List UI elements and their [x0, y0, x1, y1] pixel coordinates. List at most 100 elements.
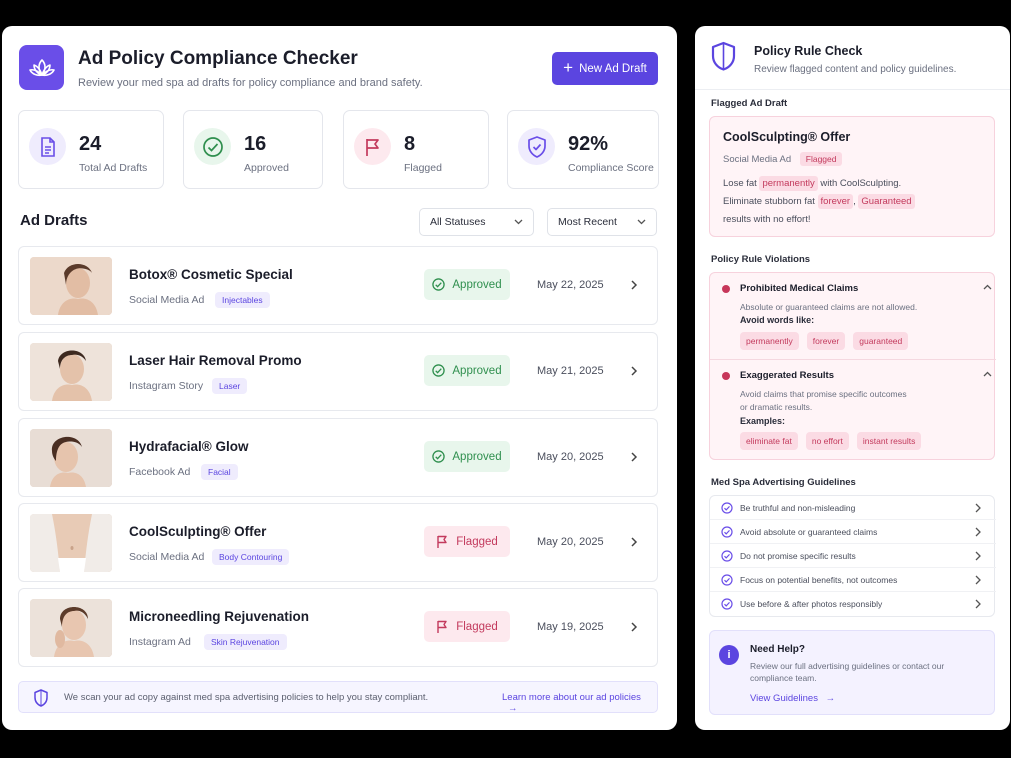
sort-select[interactable]: Most Recent: [547, 208, 657, 236]
status-filter-select[interactable]: All Statuses: [419, 208, 534, 236]
check-circle-icon: [432, 450, 446, 463]
ad-draft-type: Instagram Ad: [129, 636, 191, 648]
status-badge: Approved: [424, 441, 510, 472]
status-badge: Flagged: [424, 611, 510, 642]
help-desc: Review our full advertising guidelines o…: [750, 661, 945, 683]
ad-draft-row[interactable]: CoolSculpting® Offer Social Media Ad Bod…: [18, 503, 658, 582]
violation-item[interactable]: Exaggerated Results Avoid claims that pr…: [710, 360, 996, 460]
highlighted-term: permanently: [759, 176, 818, 191]
plus-icon: +: [563, 58, 574, 77]
stat-card-compliance[interactable]: 92% Compliance Score: [507, 110, 659, 189]
chevron-right-icon[interactable]: [627, 362, 641, 380]
status-badge-label: Approved: [452, 364, 502, 377]
chevron-right-icon[interactable]: [627, 618, 641, 636]
ad-draft-row[interactable]: Hydrafacial® Glow Facebook Ad Facial App…: [18, 418, 658, 497]
ad-draft-type: Social Media Ad: [129, 294, 205, 306]
violation-item[interactable]: Prohibited Medical Claims Absolute or gu…: [710, 273, 996, 360]
stat-card-approved[interactable]: 16 Approved: [183, 110, 323, 189]
ad-thumbnail: [30, 343, 112, 401]
violation-title: Exaggerated Results: [740, 370, 834, 381]
flagged-ad-type: Social Media Ad Flagged: [723, 152, 843, 166]
stat-card-total[interactable]: 24 Total Ad Drafts: [18, 110, 164, 189]
guideline-item[interactable]: Use before & after photos responsibly: [710, 592, 996, 616]
violations-heading: Policy Rule Violations: [711, 254, 811, 265]
flag-icon: [437, 535, 447, 548]
view-guidelines-link[interactable]: View Guidelines →: [750, 693, 835, 704]
arrow-right-icon: →: [825, 693, 836, 704]
status-badge: Approved: [424, 269, 510, 300]
category-tag: Facial: [201, 464, 238, 480]
category-tag: Skin Rejuvenation: [204, 634, 287, 650]
chevron-down-icon: [637, 219, 646, 225]
ad-draft-title: Microneedling Rejuvenation: [129, 609, 310, 624]
violation-chip: guaranteed: [853, 332, 909, 350]
check-circle-icon: [194, 128, 231, 165]
page-title: Ad Policy Compliance Checker: [78, 48, 358, 69]
check-circle-icon: [721, 502, 733, 514]
status-badge-label: Flagged: [456, 620, 498, 633]
ad-draft-row[interactable]: Laser Hair Removal Promo Instagram Story…: [18, 332, 658, 411]
stat-label: Total Ad Drafts: [79, 162, 148, 174]
new-ad-draft-button[interactable]: + New Ad Draft: [552, 52, 658, 85]
policy-info-text: We scan your ad copy against med spa adv…: [64, 692, 429, 703]
guideline-item[interactable]: Be truthful and non-misleading: [710, 496, 996, 520]
chevron-right-icon[interactable]: [627, 448, 641, 466]
category-tag: Injectables: [215, 292, 270, 308]
chevron-down-icon: [514, 219, 523, 225]
flag-icon: [354, 128, 391, 165]
main-panel: Ad Policy Compliance Checker Review your…: [2, 26, 677, 730]
status-badge-label: Approved: [452, 450, 502, 463]
side-title: Policy Rule Check: [754, 44, 863, 58]
help-card: i Need Help? Review our full advertising…: [709, 630, 995, 715]
stat-value: 8: [404, 133, 416, 155]
chevron-right-icon[interactable]: [627, 276, 641, 294]
guideline-text: Avoid absolute or guaranteed claims: [740, 527, 878, 537]
chevron-right-icon: [975, 503, 981, 513]
violation-subheading: Examples:: [740, 416, 786, 426]
chevron-right-icon: [975, 527, 981, 537]
guideline-text: Be truthful and non-misleading: [740, 503, 856, 513]
ad-draft-row[interactable]: Microneedling Rejuvenation Instagram Ad …: [18, 588, 658, 667]
policy-info-bar: We scan your ad copy against med spa adv…: [18, 681, 658, 714]
violation-chip: forever: [806, 332, 846, 350]
ad-copy-text: Lose fat: [723, 178, 757, 189]
page-subtitle: Review your med spa ad drafts for policy…: [78, 77, 423, 89]
ad-draft-date: May 20, 2025: [537, 536, 604, 548]
shield-icon: [711, 41, 736, 71]
shield-icon: [34, 689, 48, 707]
ad-draft-date: May 22, 2025: [537, 279, 604, 291]
ad-copy-text: Eliminate stubborn fat: [723, 196, 815, 207]
chevron-right-icon: [975, 575, 981, 585]
guideline-text: Focus on potential benefits, not outcome…: [740, 575, 898, 585]
guidelines-list: Be truthful and non-misleading Avoid abs…: [709, 495, 996, 617]
guideline-text: Use before & after photos responsibly: [740, 599, 883, 609]
category-tag: Body Contouring: [212, 549, 290, 565]
violations-list: Prohibited Medical Claims Absolute or gu…: [709, 272, 996, 460]
arrow-right-icon: →: [508, 703, 518, 714]
policy-rule-panel: Policy Rule Check Review flagged content…: [695, 26, 1010, 730]
guideline-item[interactable]: Focus on potential benefits, not outcome…: [710, 568, 996, 592]
guideline-text: Do not promise specific results: [740, 551, 856, 561]
violation-dot: [722, 372, 730, 380]
chevron-right-icon[interactable]: [627, 533, 641, 551]
ad-copy-text: with CoolSculpting.: [820, 178, 902, 189]
chevron-up-icon[interactable]: [983, 284, 992, 290]
stat-card-flagged[interactable]: 8 Flagged: [343, 110, 489, 189]
guideline-item[interactable]: Avoid absolute or guaranteed claims: [710, 520, 996, 544]
flagged-ad-heading: Flagged Ad Draft: [711, 98, 788, 109]
guideline-item[interactable]: Do not promise specific results: [710, 544, 996, 568]
check-circle-icon: [432, 364, 446, 377]
side-subtitle: Review flagged content and policy guidel…: [754, 64, 957, 75]
ad-draft-type: Social Media Ad: [129, 551, 205, 563]
shield-check-icon: [518, 128, 555, 165]
learn-more-label: Learn more about our ad policies: [502, 692, 641, 703]
chevron-up-icon[interactable]: [983, 371, 992, 377]
stat-value: 16: [244, 133, 267, 155]
guidelines-heading: Med Spa Advertising Guidelines: [711, 477, 856, 488]
learn-more-link[interactable]: Learn more about our ad policies →: [502, 692, 657, 714]
divider: [695, 89, 1010, 90]
ad-thumbnail: [30, 257, 112, 315]
violation-chip: permanently: [740, 332, 799, 350]
flagged-ad-title: CoolSculpting® Offer: [723, 130, 851, 144]
ad-draft-row[interactable]: Botox® Cosmetic Special Social Media Ad …: [18, 246, 658, 325]
